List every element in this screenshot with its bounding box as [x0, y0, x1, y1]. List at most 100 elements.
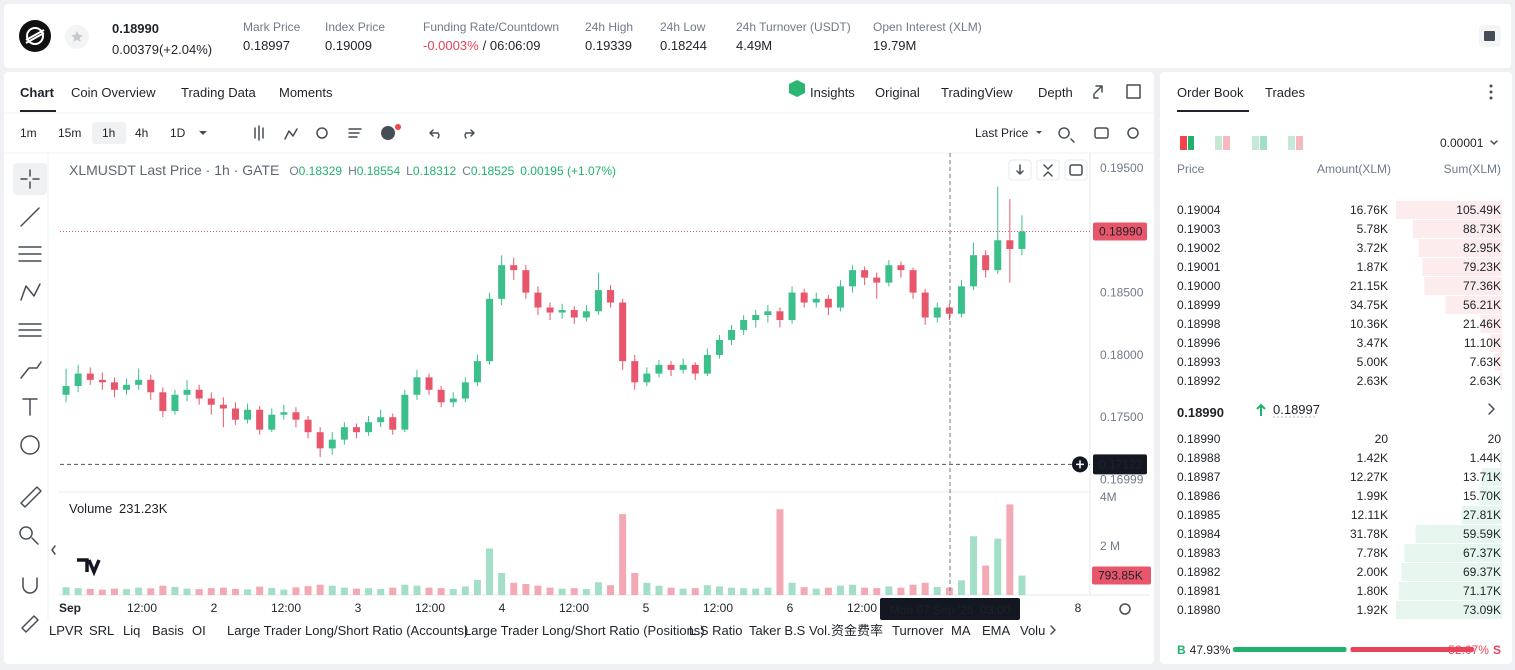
volume-bar [945, 587, 953, 595]
interval[interactable]: 1m [20, 126, 37, 140]
interval[interactable]: 1D [170, 126, 186, 140]
indicator[interactable]: L.S Ratio [689, 623, 742, 638]
chart-tab[interactable]: Moments [279, 85, 333, 100]
lock-tool[interactable] [21, 615, 39, 633]
depth-bar [1398, 582, 1502, 600]
ob-precision[interactable]: 0.00001 [1440, 136, 1484, 150]
volume-bar [473, 579, 481, 595]
ob-amount: 1.87K [1357, 260, 1388, 274]
chart-tab[interactable]: Trading Data [181, 85, 256, 100]
zoom-tool[interactable] [19, 526, 39, 545]
indicator[interactable]: MA [951, 623, 971, 638]
ob-amount: 3.72K [1357, 241, 1388, 255]
price-type[interactable]: Last Price [975, 126, 1029, 140]
replay-icon[interactable] [316, 127, 328, 139]
chart-tab[interactable]: Coin Overview [71, 85, 156, 100]
candle-body [437, 389, 445, 403]
crosshair-tool-bg[interactable] [13, 163, 47, 195]
ob-more[interactable] [1488, 403, 1495, 415]
depth-bar [1396, 201, 1502, 219]
brush-tool[interactable] [20, 361, 42, 379]
ob-amount: 20 [1375, 432, 1389, 446]
x-tick-label: 8 [1075, 601, 1082, 615]
view-tab[interactable]: Insights [810, 85, 855, 100]
axis-settings[interactable] [1119, 603, 1131, 615]
text-tool[interactable] [22, 398, 38, 416]
ob-price: 0.18986 [1177, 489, 1221, 503]
ob-tab[interactable]: Trades [1265, 85, 1305, 100]
emoji-tool[interactable] [20, 435, 40, 455]
reset-button[interactable] [1064, 159, 1088, 181]
view-tab[interactable]: TradingView [941, 85, 1013, 100]
undo-redo-icons[interactable] [429, 129, 475, 139]
template-icon[interactable] [348, 128, 362, 138]
ob-layout-icons[interactable] [1215, 136, 1295, 150]
collapse-toolbar[interactable] [51, 545, 56, 555]
chart-tab[interactable]: Chart [20, 85, 55, 100]
ob-last-price: 0.18990 [1177, 405, 1224, 420]
volume-bar [776, 509, 784, 595]
stat-label: Funding Rate/Countdown [423, 20, 559, 34]
volume-bar [970, 536, 978, 595]
interval[interactable]: 4h [135, 126, 148, 140]
indicator[interactable]: EMA [982, 623, 1011, 638]
ob-up-arrow [1256, 403, 1266, 416]
indicator-icon[interactable] [381, 126, 395, 140]
chart-style-icons[interactable] [254, 125, 298, 141]
fib-tool[interactable] [18, 246, 42, 262]
collapse-button[interactable] [1036, 159, 1060, 181]
legend-title: XLMUSDT Last Price · 1h · GATE [69, 162, 279, 178]
indicator[interactable]: Volu [1020, 623, 1045, 638]
ob-price: 0.19003 [1177, 222, 1221, 236]
ob-both-red[interactable] [1180, 136, 1187, 150]
view-tab[interactable]: Original [875, 85, 920, 100]
indicator[interactable]: OI [192, 623, 206, 638]
candle-body [86, 373, 94, 380]
candle-body [62, 386, 70, 395]
volume-bar [316, 584, 324, 595]
search-icon[interactable] [1058, 127, 1075, 143]
prediction-tool[interactable] [18, 323, 42, 337]
stat-label: 24h High [585, 20, 633, 34]
indicator[interactable]: Basis [152, 623, 184, 638]
window-icon[interactable] [1126, 84, 1141, 99]
interval[interactable]: 15m [58, 126, 81, 140]
fullscreen-icon[interactable] [1093, 85, 1103, 99]
candle-body [268, 414, 276, 430]
volume-value: 231.23K [119, 501, 168, 516]
indicator-scroll[interactable] [1050, 625, 1056, 635]
ob-tab[interactable]: Order Book [1177, 85, 1244, 100]
chart-legend: XLMUSDT Last Price · 1h · GATE O0.18329 H0… [69, 162, 616, 178]
indicator[interactable]: Taker B.S Vol. [749, 623, 831, 638]
ob-sum: 13.71K [1463, 470, 1501, 484]
volume-bar [594, 582, 602, 595]
indicator[interactable]: SRL [89, 623, 114, 638]
measure-tool[interactable] [20, 486, 42, 508]
ob-layout-icons-green [1260, 136, 1267, 150]
volume-bar [691, 588, 699, 595]
magnet-tool[interactable] [22, 577, 38, 594]
pattern-tool[interactable] [20, 283, 41, 301]
indicator[interactable]: Turnover [892, 623, 944, 638]
volume-bar [631, 572, 639, 595]
settings-icon[interactable] [1127, 127, 1139, 139]
volume-bar [994, 538, 1002, 595]
volume-bar [752, 588, 760, 595]
view-tab[interactable]: Depth [1038, 85, 1073, 100]
indicator[interactable]: Large Trader Long/Short Ratio (Positions… [464, 623, 705, 638]
snapshot-icon[interactable] [1094, 127, 1109, 139]
indicator[interactable]: LPVR [49, 623, 83, 638]
trendline-tool[interactable] [20, 207, 40, 227]
interval[interactable]: 1h [102, 126, 115, 140]
crosshair-tool[interactable] [20, 169, 40, 189]
volume-bar [921, 582, 929, 595]
volume-bar [909, 584, 917, 595]
ob-price: 0.18988 [1177, 451, 1221, 465]
precision-caret[interactable] [1490, 140, 1498, 145]
volume-label: Volume [69, 501, 112, 516]
indicator[interactable]: Liq [123, 623, 140, 638]
indicator[interactable]: Large Trader Long/Short Ratio (Accounts) [227, 623, 468, 638]
indicator[interactable]: 资金费率 [831, 623, 883, 638]
x-tick-label: 5 [643, 601, 650, 615]
